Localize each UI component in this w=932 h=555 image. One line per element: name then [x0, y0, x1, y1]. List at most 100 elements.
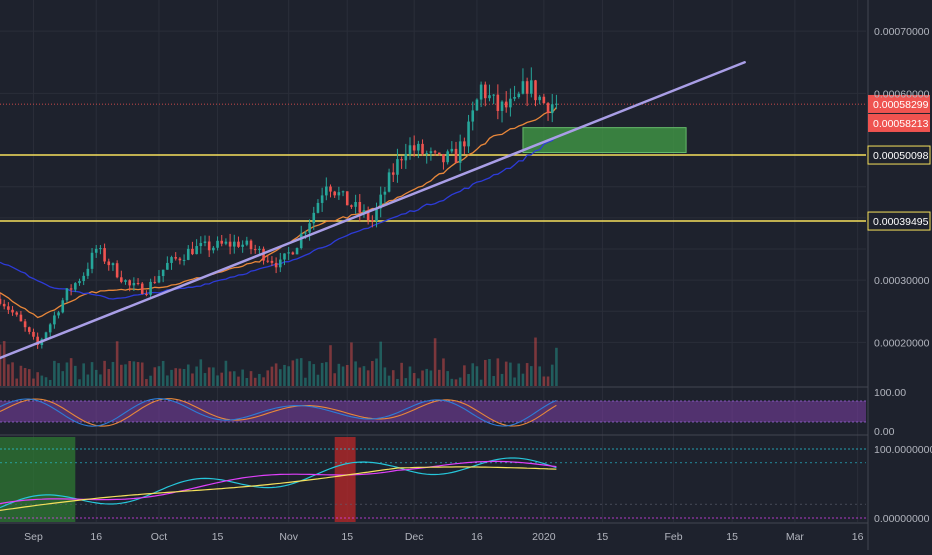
moving-average-line: [0, 106, 557, 319]
candle-up: [517, 93, 521, 98]
candle-up: [78, 281, 81, 284]
volume-bar: [245, 377, 249, 386]
volume-bar: [442, 358, 445, 386]
volume-bar: [412, 373, 416, 386]
candle-down: [145, 293, 148, 295]
oscillator2-line: [0, 466, 557, 511]
price-badge: [868, 113, 930, 132]
volume-bar: [107, 369, 111, 386]
candle-down: [266, 260, 270, 262]
candle-up: [488, 95, 491, 99]
volume-bar: [421, 370, 424, 386]
axis-layer: 0.00050098 0.00039495 0.00058299 0.00058213…: [24, 26, 932, 543]
candle-down: [483, 84, 487, 99]
candle-down: [27, 327, 31, 332]
volume-layer: [0, 337, 558, 386]
volume-bar: [534, 337, 537, 386]
candle-up: [341, 191, 345, 193]
time-axis-tick-label: 16: [90, 531, 102, 543]
volume-bar: [199, 359, 203, 386]
candle-up: [396, 159, 399, 175]
candle-down: [103, 248, 106, 262]
candle-up: [186, 248, 190, 260]
candle-down: [107, 261, 111, 266]
candle-down: [421, 143, 424, 154]
time-axis-tick-label: Mar: [786, 531, 805, 543]
candle-up: [362, 210, 366, 213]
candle-up: [375, 208, 378, 222]
candle-down: [371, 220, 374, 222]
candle-down: [174, 257, 178, 259]
grid-layer: [0, 0, 869, 550]
volume-bar: [308, 361, 311, 386]
candle-up: [48, 324, 52, 333]
volume-bar: [350, 342, 353, 386]
volume-bar: [170, 369, 173, 386]
candle-layer: [0, 67, 558, 349]
volume-bar: [253, 377, 257, 386]
volume-bar: [446, 371, 449, 386]
candle-up: [74, 283, 77, 290]
volume-bar: [232, 371, 236, 386]
candle-up: [325, 186, 328, 196]
volume-bar: [124, 364, 127, 386]
volume-bar: [467, 374, 470, 386]
candle-up: [212, 247, 215, 251]
oscillator-line: [0, 398, 557, 427]
volume-bar: [517, 363, 521, 386]
candle-down: [542, 96, 546, 104]
price-badge: [867, 145, 931, 165]
price-axis-tick-label: 0.00020000: [874, 337, 930, 349]
price-axis-tick-label: 0.00030000: [874, 275, 930, 287]
oscillator-band: [0, 401, 866, 422]
candle-up: [408, 145, 412, 154]
candle-down: [120, 277, 123, 282]
candle-up: [299, 233, 303, 249]
candle-up: [82, 275, 85, 282]
volume-bar: [203, 373, 207, 386]
volume-bar: [132, 361, 136, 386]
price-badge-label: 0.00050098: [873, 150, 929, 162]
candle-down: [546, 103, 550, 114]
candle-up: [182, 259, 186, 261]
volume-bar: [78, 379, 81, 386]
volume-bar: [450, 378, 454, 386]
candle-down: [207, 241, 211, 251]
volume-bar: [216, 375, 219, 386]
volume-bar: [279, 369, 282, 386]
candle-up: [467, 121, 470, 147]
volume-bar: [65, 362, 69, 386]
volume-bar: [136, 362, 140, 386]
volume-bar: [161, 360, 165, 386]
candle-up: [312, 212, 316, 224]
volume-bar: [391, 370, 395, 386]
candle-up: [232, 241, 236, 247]
candle-down: [391, 172, 395, 175]
volume-bar: [387, 375, 391, 386]
volume-bar: [396, 378, 399, 386]
candle-up: [149, 281, 152, 295]
volume-bar: [11, 362, 14, 386]
candle-down: [504, 101, 508, 108]
volume-bar: [207, 367, 211, 386]
candle-down: [32, 331, 35, 337]
oscillator2-axis-tick-label: 100.00000000: [874, 444, 932, 456]
oscillator-axis-tick-label: 0.00: [874, 426, 895, 438]
candle-up: [538, 96, 541, 101]
volume-bar: [488, 359, 491, 386]
candle-down: [140, 283, 144, 294]
candle-up: [404, 153, 408, 161]
volume-bar: [550, 364, 554, 386]
candle-down: [358, 201, 362, 213]
candle-up: [53, 315, 56, 325]
volume-bar: [145, 379, 148, 386]
volume-bar: [400, 362, 403, 386]
volume-bar: [258, 373, 261, 386]
candle-up: [216, 240, 219, 248]
candle-up: [308, 223, 311, 233]
trendline: [0, 61, 746, 360]
volume-bar: [224, 360, 228, 386]
candle-down: [36, 336, 39, 345]
candle-up: [279, 259, 282, 268]
